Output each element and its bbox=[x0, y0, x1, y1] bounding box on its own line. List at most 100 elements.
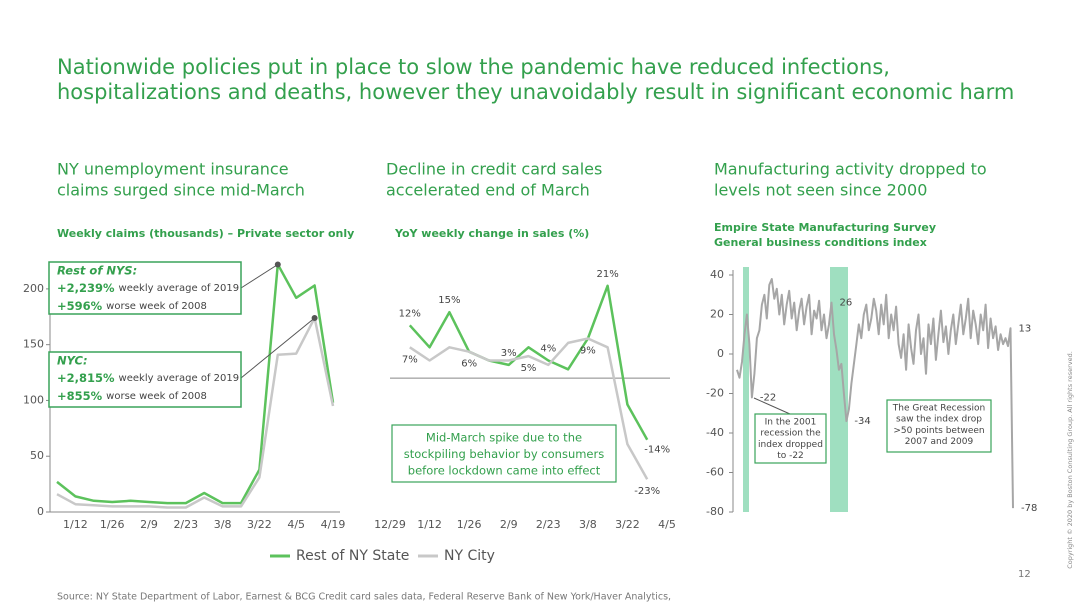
annotation-line: +2,815% weekly average of 2019 bbox=[57, 371, 239, 385]
annotation-box bbox=[48, 351, 242, 408]
annotation-line: index dropped bbox=[758, 440, 823, 450]
annotation-text: weekly average of 2019 bbox=[119, 373, 240, 384]
annotation-line: 2007 and 2009 bbox=[905, 437, 974, 447]
annotation-heading: Rest of NYS: bbox=[57, 264, 137, 278]
annotation-value: +596% bbox=[57, 299, 103, 313]
data-label: 13 bbox=[1019, 323, 1032, 334]
y-tick-label: 20 bbox=[710, 308, 724, 321]
source: Source: NY State Department of Labor, Ea… bbox=[57, 592, 671, 603]
annotation-box bbox=[391, 424, 617, 483]
panel-title: accelerated end of March bbox=[386, 181, 590, 200]
page-number: 12 bbox=[1018, 569, 1031, 580]
annotation-text: worse week of 2008 bbox=[106, 301, 207, 312]
annotation-line: The Great Recession bbox=[892, 404, 985, 414]
panel-title: NY unemployment insurance bbox=[57, 160, 289, 179]
panel-title: levels not seen since 2000 bbox=[714, 181, 927, 200]
annotation-heading: NYC: bbox=[57, 354, 88, 368]
x-tick-label: 12/29 bbox=[374, 518, 406, 531]
annotation-text: weekly average of 2019 bbox=[119, 283, 240, 294]
pointer bbox=[753, 397, 791, 415]
annotation-line: saw the index drop bbox=[896, 415, 982, 425]
legend-label: NY City bbox=[444, 548, 495, 564]
annotation-line: Mid-March spike due to the bbox=[426, 431, 582, 445]
series-line bbox=[736, 278, 1014, 509]
x-tick-label: 2/9 bbox=[500, 518, 518, 531]
y-tick-label: -60 bbox=[706, 466, 724, 479]
x-tick-label: 4/19 bbox=[321, 518, 346, 531]
x-tick-label: 1/26 bbox=[457, 518, 482, 531]
data-label: 9% bbox=[580, 346, 596, 357]
panel-subtitle: General business conditions index bbox=[714, 236, 927, 249]
legend-label: Rest of NY State bbox=[296, 548, 409, 564]
annotation-line: +2,239% weekly average of 2019 bbox=[57, 281, 239, 295]
annotation-box bbox=[754, 413, 827, 464]
panel-subtitle: Empire State Manufacturing Survey bbox=[714, 221, 936, 234]
annotation-line: In the 2001 bbox=[765, 418, 817, 428]
pointer bbox=[240, 317, 315, 379]
x-tick-label: 1/12 bbox=[63, 518, 88, 531]
data-label: 6% bbox=[461, 359, 477, 370]
annotation-box bbox=[886, 399, 992, 453]
x-tick-label: 1/12 bbox=[417, 518, 442, 531]
pointer bbox=[240, 264, 279, 289]
series-line bbox=[56, 263, 335, 505]
y-tick-label: 200 bbox=[23, 282, 44, 295]
x-tick-label: 2/9 bbox=[140, 518, 158, 531]
data-label: 26 bbox=[839, 298, 852, 309]
annotation-line: to -22 bbox=[777, 451, 804, 461]
pointer-dot bbox=[274, 261, 281, 268]
data-label: 5% bbox=[521, 363, 537, 374]
y-tick-label: 150 bbox=[23, 338, 44, 351]
y-tick-label: 0 bbox=[717, 347, 724, 360]
annotation-line: recession the bbox=[760, 429, 821, 439]
x-tick-label: 3/8 bbox=[579, 518, 597, 531]
y-tick-label: -80 bbox=[706, 505, 724, 518]
y-tick-label: -40 bbox=[706, 426, 724, 439]
panel-title: claims surged since mid-March bbox=[57, 181, 305, 200]
data-label: 7% bbox=[402, 354, 418, 365]
x-tick-label: 4/5 bbox=[658, 518, 676, 531]
data-label: 4% bbox=[540, 344, 556, 355]
annotation-value: +2,239% bbox=[57, 281, 115, 295]
data-label: -34 bbox=[854, 416, 870, 427]
y-tick-label: 50 bbox=[30, 449, 44, 462]
slide-title: hospitalizations and deaths, however the… bbox=[57, 80, 1014, 104]
x-tick-label: 2/23 bbox=[173, 518, 198, 531]
panel-title: Manufacturing activity dropped to bbox=[714, 160, 987, 179]
data-label: 15% bbox=[438, 295, 460, 306]
annotation-value: +855% bbox=[57, 389, 103, 403]
slide-title: Nationwide policies put in place to slow… bbox=[57, 55, 890, 79]
y-tick-label: 40 bbox=[710, 268, 724, 281]
y-tick-label: 100 bbox=[23, 393, 44, 406]
x-tick-label: 2/23 bbox=[536, 518, 561, 531]
pointer-dot bbox=[311, 315, 318, 321]
annotation-line: before lockdown came into effect bbox=[408, 464, 601, 478]
data-label: 21% bbox=[597, 269, 619, 280]
annotation-line: +855% worse week of 2008 bbox=[57, 389, 207, 403]
annotation-value: +2,815% bbox=[57, 371, 115, 385]
panel-title: Decline in credit card sales bbox=[386, 160, 602, 179]
x-tick-label: 1/26 bbox=[100, 518, 125, 531]
data-label: -14% bbox=[644, 445, 670, 456]
x-tick-label: 3/8 bbox=[214, 518, 232, 531]
data-label: 3% bbox=[501, 348, 517, 359]
data-label: -22 bbox=[760, 392, 776, 403]
annotation-line: stockpiling behavior by consumers bbox=[404, 447, 604, 461]
annotation-line: +596% worse week of 2008 bbox=[57, 299, 207, 313]
copyright: Copyright © 2020 by Boston Consulting Gr… bbox=[1066, 351, 1074, 569]
x-tick-label: 3/22 bbox=[615, 518, 640, 531]
series-line bbox=[56, 316, 335, 509]
data-label: -23% bbox=[634, 486, 660, 497]
annotation-line: >50 points between bbox=[893, 426, 984, 436]
y-tick-label: 0 bbox=[37, 505, 44, 518]
annotation-text: worse week of 2008 bbox=[106, 391, 207, 402]
panel-subtitle: YoY weekly change in sales (%) bbox=[394, 227, 589, 240]
series-line bbox=[408, 284, 649, 441]
data-label: 12% bbox=[399, 308, 421, 319]
annotation-box bbox=[48, 261, 242, 315]
recession-band bbox=[743, 267, 749, 512]
x-tick-label: 3/22 bbox=[247, 518, 272, 531]
series-line bbox=[409, 337, 649, 480]
panel-subtitle: Weekly claims (thousands) – Private sect… bbox=[57, 227, 354, 240]
